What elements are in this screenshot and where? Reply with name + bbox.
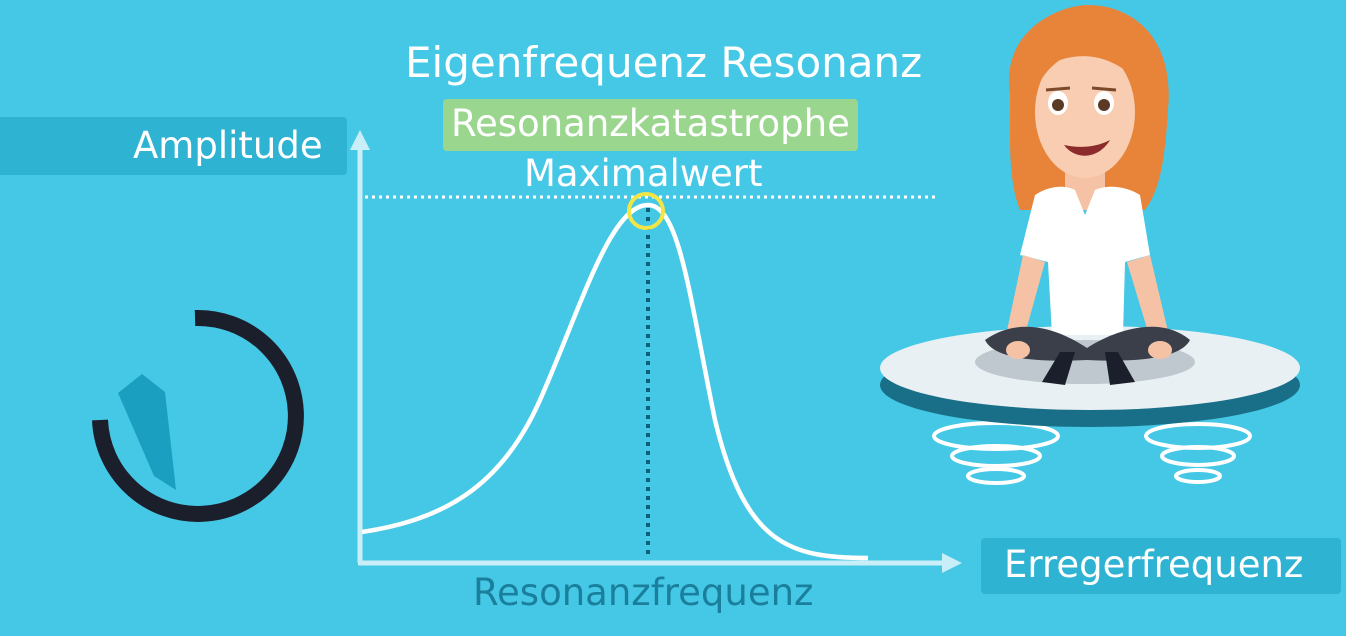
- y-axis-label-box: [0, 117, 347, 175]
- highlight-badge: Resonanzkatastrophe: [443, 99, 858, 151]
- x-axis-label-box: [981, 538, 1341, 594]
- y-axis-label: Amplitude: [133, 124, 323, 167]
- peak-marker: [627, 192, 665, 230]
- x-axis-arrow: [942, 553, 962, 573]
- chart-axes: [350, 130, 962, 573]
- peak-label: Maximalwert: [524, 152, 763, 195]
- progress-ring-icon: [92, 309, 304, 522]
- resonance-curve: [361, 202, 869, 561]
- character-illustration: [880, 5, 1300, 485]
- x-axis-label: Erregerfrequenz: [1004, 543, 1304, 586]
- page-title: Eigenfrequenz Resonanz: [405, 38, 923, 87]
- resonance-frequency-label: Resonanzfrequenz: [473, 571, 814, 614]
- y-axis-arrow: [350, 130, 370, 150]
